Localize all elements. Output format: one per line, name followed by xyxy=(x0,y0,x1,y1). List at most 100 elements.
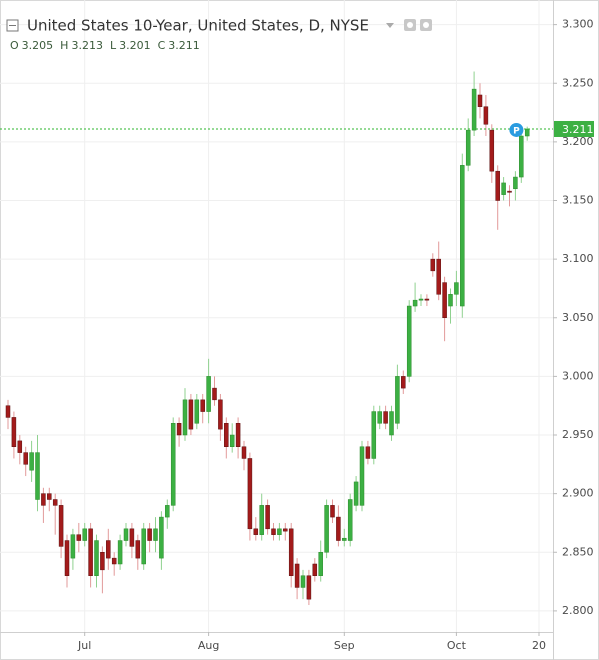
legend-key: C xyxy=(158,39,166,52)
candle-body xyxy=(371,411,377,459)
candle-body xyxy=(253,528,259,535)
price-label-box xyxy=(554,120,594,137)
legend-value: 3.201 xyxy=(119,39,151,52)
candle-body xyxy=(52,499,58,506)
settings-icon xyxy=(407,22,413,28)
candle-body xyxy=(347,499,353,541)
y-tick-label: 3.100 xyxy=(562,252,594,265)
candle-body xyxy=(353,481,359,506)
x-tick-label: Aug xyxy=(198,639,219,652)
dropdown-arrow[interactable] xyxy=(386,23,394,28)
candle-body xyxy=(194,399,200,424)
candle-body xyxy=(365,446,371,459)
y-tick-label: 2.900 xyxy=(562,487,594,500)
candle-body xyxy=(241,446,247,459)
legend-key: L xyxy=(110,39,117,52)
candle-body xyxy=(100,552,105,571)
candle-body xyxy=(229,434,235,447)
candle-body xyxy=(300,575,306,588)
y-tick-label: 3.300 xyxy=(562,18,594,31)
legend-value: 3.205 xyxy=(22,39,54,52)
candle-body xyxy=(513,176,518,190)
legend-value: 3.211 xyxy=(168,39,200,52)
y-tick-label: 3.050 xyxy=(562,311,594,324)
candle-body xyxy=(165,505,170,518)
candle-body xyxy=(159,516,164,559)
candle-body xyxy=(312,563,318,576)
y-tick-label: 2.850 xyxy=(562,545,594,558)
candle-body xyxy=(471,88,477,131)
gear-icon xyxy=(423,22,429,28)
candle-body xyxy=(200,399,205,412)
candle-body xyxy=(412,299,418,307)
candle-body xyxy=(47,493,52,500)
candle-body xyxy=(35,452,40,500)
candle-body xyxy=(477,94,483,107)
candle-body xyxy=(377,411,382,424)
candle-body xyxy=(436,258,441,295)
candle-body xyxy=(76,534,82,541)
y-tick-label: 3.250 xyxy=(562,76,594,89)
candle-body xyxy=(64,540,70,576)
x-tick-label: 20 xyxy=(532,639,546,652)
candle-body xyxy=(41,493,46,506)
candle-body xyxy=(224,423,229,447)
x-tick-label: Oct xyxy=(447,639,467,652)
candle-body xyxy=(524,128,530,137)
candle-body xyxy=(395,376,400,424)
candle-body xyxy=(117,540,123,565)
candle-body xyxy=(29,452,34,471)
plot-area xyxy=(0,0,553,632)
candle-body xyxy=(294,563,300,588)
candle-body xyxy=(129,528,135,547)
candle-body xyxy=(424,298,430,301)
chart-title: United States 10-Year, United States, D,… xyxy=(27,17,369,35)
candle-body xyxy=(460,165,465,307)
candle-body xyxy=(182,399,188,436)
price-marker-label: P xyxy=(513,126,520,136)
candle-body xyxy=(418,298,424,301)
candle-body xyxy=(501,182,506,195)
candle-body xyxy=(70,534,76,559)
candle-body xyxy=(11,417,17,447)
candle-body xyxy=(82,528,87,541)
legend-value: 3.213 xyxy=(71,39,103,52)
candle-body xyxy=(153,528,158,541)
candle-body xyxy=(306,575,312,600)
ohlc-legend: O 3.205 H 3.213 L 3.201 C 3.211 xyxy=(10,39,200,52)
candle-body xyxy=(5,405,11,418)
candle-body xyxy=(235,423,241,447)
price-label: 3.211 xyxy=(562,123,594,136)
candle-body xyxy=(454,282,459,295)
candle-body xyxy=(406,305,412,377)
x-tick-label: Sep xyxy=(334,639,355,652)
candle-body xyxy=(247,458,253,530)
candle-body xyxy=(17,440,23,453)
candle-body xyxy=(389,411,394,436)
candle-body xyxy=(271,528,276,535)
candle-body xyxy=(135,540,141,559)
candle-body xyxy=(448,294,453,307)
x-tick-label: Jul xyxy=(77,639,91,652)
y-tick-label: 3.200 xyxy=(562,135,594,148)
candle-body xyxy=(218,399,223,430)
candle-body xyxy=(123,528,129,541)
candle-body xyxy=(489,129,495,172)
candle-body xyxy=(265,505,270,530)
candle-body xyxy=(111,557,117,565)
y-tick-label: 3.150 xyxy=(562,194,594,207)
candle-body xyxy=(170,423,176,506)
candle-body xyxy=(342,537,347,541)
y-tick-label: 3.000 xyxy=(562,369,594,382)
candle-body xyxy=(519,135,524,178)
candle-body xyxy=(495,170,500,201)
candle-body xyxy=(318,552,323,576)
candle-body xyxy=(324,505,329,553)
candle-body xyxy=(401,376,406,389)
y-tick-label: 2.800 xyxy=(562,604,594,617)
candle-body xyxy=(430,258,436,272)
candle-body xyxy=(176,423,182,436)
candle-body xyxy=(94,540,99,576)
